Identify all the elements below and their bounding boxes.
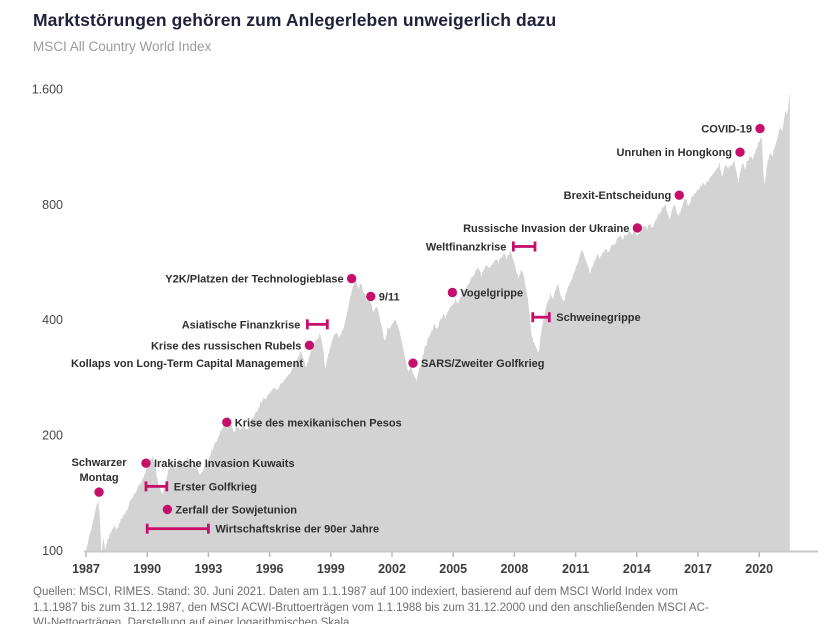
event-label-sars-zweiter-golfkrieg: SARS/Zweiter Golfkrieg [421, 358, 544, 370]
event-label-asiatische-finanzkrise: Asiatische Finanzkrise [182, 319, 301, 331]
event-dot-sars-zweiter-golfkrieg [408, 358, 418, 368]
event-label-schweinegrippe: Schweinegrippe [556, 312, 640, 324]
event-label-covid-19: COVID-19 [701, 124, 752, 136]
index-area-series [86, 93, 790, 556]
y-tick-label-800: 800 [42, 198, 63, 212]
event-dot-y2k-platzen-der-technologieblase [346, 273, 357, 284]
y-tick-label-100: 100 [42, 544, 63, 558]
event-range-weltfinanzkrise [511, 241, 537, 252]
event-label-kollaps-von-long-term-capital-management: Kollaps von Long-Term Capital Management [71, 358, 303, 370]
event-label-krise-des-russischen-rubels: Krise des russischen Rubels [151, 340, 301, 352]
event-range-wirtschaftskrise-der-90er-jahre [145, 523, 210, 534]
x-tick-label-1999: 1999 [317, 562, 345, 576]
source-note: Quellen: MSCI, RIMES. Stand: 30. Juni 20… [33, 585, 815, 624]
event-range-schweinegrippe [531, 312, 551, 323]
event-label-unruhen-in-hongkong: Unruhen in Hongkong [617, 147, 732, 159]
event-label-wirtschaftskrise-der-90er-jahre: Wirtschaftskrise der 90er Jahre [215, 524, 379, 536]
event-label-weltfinanzkrise: Weltfinanzkrise [426, 241, 507, 253]
event-dot-krise-des-russischen-rubels [304, 340, 315, 350]
y-tick-label-200: 200 [42, 429, 63, 443]
event-dot-russische-invasion-der-ukraine [632, 223, 643, 233]
event-label-russische-invasion-der-ukraine: Russische Invasion der Ukraine [463, 223, 629, 235]
source-note-line-3: WI-Nettoerträgen. Darstellung auf einer … [33, 617, 353, 624]
source-note-line-2: 1.1.1987 bis zum 31.12.1987, den MSCI AC… [33, 601, 709, 614]
event-label-9-11: 9/11 [379, 291, 400, 303]
source-note-line-1: Quellen: MSCI, RIMES. Stand: 30. Juni 20… [33, 586, 678, 598]
x-tick-label-2014: 2014 [623, 562, 651, 576]
event-dot-vogelgrippe [447, 287, 458, 298]
event-label-y2k-platzen-der-technologieblase: Y2K/Platzen der Technologieblase [165, 274, 343, 286]
page-subtitle: MSCI All Country World Index [33, 39, 212, 54]
x-tick-label-2017: 2017 [684, 562, 712, 576]
event-dot-9-11 [366, 291, 376, 302]
y-tick-label-1600: 1.600 [32, 82, 63, 96]
event-dot-krise-des-mexikanischen-pesos [222, 417, 232, 427]
event-label-erster-golfkrieg: Erster Golfkrieg [174, 481, 257, 493]
x-tick-label-2008: 2008 [500, 562, 528, 576]
x-tick-label-2011: 2011 [562, 562, 589, 576]
event-label-irakische-invasion-kuwaits: Irakische Invasion Kuwaits [154, 458, 295, 470]
event-dot-zerfall-der-sowjetunion [162, 504, 173, 515]
event-label-krise-des-mexikanischen-pesos: Krise des mexikanischen Pesos [235, 417, 402, 429]
event-dot-brexit-entscheidung [674, 190, 684, 200]
event-range-asiatische-finanzkrise [305, 319, 329, 330]
x-tick-label-1993: 1993 [194, 562, 222, 576]
x-tick-label-1990: 1990 [133, 562, 161, 576]
event-label-brexit-entscheidung: Brexit-Entscheidung [564, 190, 672, 202]
event-dot-schwarzer-montag [94, 487, 104, 497]
event-dot-covid-19 [755, 123, 765, 134]
x-tick-label-1996: 1996 [256, 562, 284, 576]
event-label-schwarzer-montag: Schwarzer Montag [72, 457, 128, 484]
x-tick-label-1987: 1987 [72, 562, 100, 576]
x-tick-label-2002: 2002 [378, 562, 406, 576]
event-range-erster-golfkrieg [144, 481, 169, 492]
page-title: Marktstörungen gehören zum Anlegerleben … [33, 10, 557, 30]
y-tick-label-400: 400 [42, 313, 63, 327]
event-dot-unruhen-in-hongkong [735, 147, 745, 157]
x-tick-label-2005: 2005 [439, 562, 467, 576]
event-label-zerfall-der-sowjetunion: Zerfall der Sowjetunion [175, 504, 297, 516]
event-dot-irakische-invasion-kuwaits [141, 458, 151, 468]
event-label-vogelgrippe: Vogelgrippe [460, 287, 523, 299]
x-tick-label-2020: 2020 [745, 562, 773, 576]
